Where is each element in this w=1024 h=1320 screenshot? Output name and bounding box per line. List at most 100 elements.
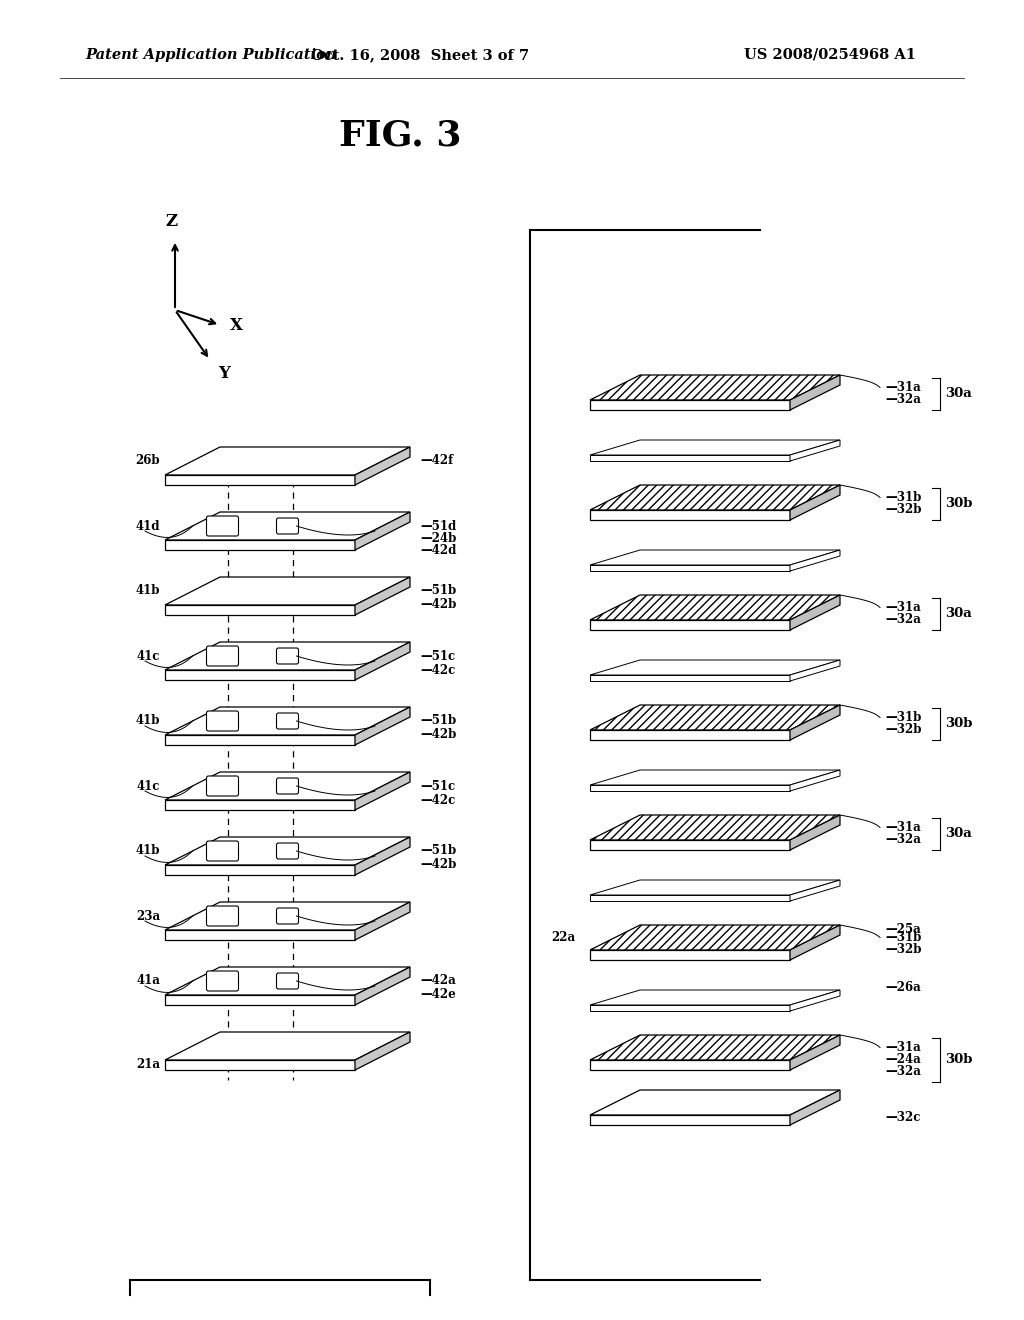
- Text: —31a: —31a: [885, 601, 921, 614]
- Polygon shape: [590, 925, 840, 950]
- Polygon shape: [590, 440, 840, 455]
- Polygon shape: [790, 990, 840, 1011]
- Text: 41c: 41c: [136, 780, 160, 792]
- Polygon shape: [590, 785, 790, 791]
- Polygon shape: [590, 400, 790, 411]
- Polygon shape: [165, 968, 410, 995]
- Polygon shape: [165, 902, 410, 931]
- Polygon shape: [590, 620, 790, 630]
- Text: —32b: —32b: [885, 942, 922, 956]
- Text: —42c: —42c: [420, 793, 456, 807]
- FancyBboxPatch shape: [207, 906, 239, 927]
- Text: —42b: —42b: [420, 858, 457, 871]
- Polygon shape: [165, 642, 410, 671]
- Polygon shape: [790, 1035, 840, 1071]
- Text: —31b: —31b: [885, 491, 922, 504]
- Polygon shape: [165, 1032, 410, 1060]
- FancyBboxPatch shape: [276, 908, 299, 924]
- Polygon shape: [165, 931, 355, 940]
- Text: —42b: —42b: [420, 598, 457, 611]
- Polygon shape: [790, 375, 840, 411]
- Polygon shape: [590, 950, 790, 960]
- Polygon shape: [590, 770, 840, 785]
- Text: Z: Z: [166, 213, 178, 230]
- Text: —32a: —32a: [885, 833, 921, 846]
- Text: 30b: 30b: [945, 498, 973, 510]
- Text: 41b: 41b: [135, 585, 160, 598]
- Polygon shape: [165, 577, 410, 605]
- Text: —32c: —32c: [885, 1111, 921, 1125]
- Polygon shape: [355, 772, 410, 810]
- Text: Oct. 16, 2008  Sheet 3 of 7: Oct. 16, 2008 Sheet 3 of 7: [311, 48, 529, 62]
- Polygon shape: [165, 837, 410, 865]
- Polygon shape: [165, 772, 410, 800]
- Text: —51c: —51c: [420, 780, 455, 792]
- Polygon shape: [165, 1060, 355, 1071]
- Polygon shape: [355, 902, 410, 940]
- Polygon shape: [790, 925, 840, 960]
- Text: —42c: —42c: [420, 664, 456, 676]
- Text: —31a: —31a: [885, 381, 921, 393]
- Text: —26a: —26a: [885, 981, 921, 994]
- Polygon shape: [165, 605, 355, 615]
- Polygon shape: [355, 577, 410, 615]
- Polygon shape: [590, 814, 840, 840]
- Polygon shape: [165, 735, 355, 744]
- Polygon shape: [165, 865, 355, 875]
- Polygon shape: [165, 800, 355, 810]
- Polygon shape: [165, 447, 410, 475]
- FancyBboxPatch shape: [207, 645, 239, 667]
- Polygon shape: [790, 440, 840, 461]
- Text: —24a: —24a: [885, 1053, 921, 1067]
- FancyBboxPatch shape: [207, 776, 239, 796]
- FancyBboxPatch shape: [207, 711, 239, 731]
- Polygon shape: [355, 512, 410, 550]
- Text: 30a: 30a: [945, 828, 972, 840]
- Text: —31a: —31a: [885, 821, 921, 834]
- Polygon shape: [790, 814, 840, 850]
- Text: 41d: 41d: [135, 520, 160, 532]
- Polygon shape: [165, 671, 355, 680]
- Polygon shape: [355, 708, 410, 744]
- Polygon shape: [165, 475, 355, 484]
- Polygon shape: [355, 968, 410, 1005]
- Text: 41c: 41c: [136, 649, 160, 663]
- Text: —32b: —32b: [885, 503, 922, 516]
- Text: —32a: —32a: [885, 393, 921, 407]
- Text: US 2008/0254968 A1: US 2008/0254968 A1: [744, 48, 916, 62]
- Text: 30a: 30a: [945, 607, 972, 620]
- Text: 41a: 41a: [136, 974, 160, 987]
- Polygon shape: [790, 770, 840, 791]
- Text: Patent Application Publication: Patent Application Publication: [85, 48, 337, 62]
- Text: —32a: —32a: [885, 612, 921, 626]
- FancyBboxPatch shape: [207, 516, 239, 536]
- Text: 21a: 21a: [136, 1059, 160, 1072]
- Text: —42f: —42f: [420, 454, 454, 467]
- Polygon shape: [790, 705, 840, 741]
- Polygon shape: [790, 880, 840, 902]
- Text: 22a: 22a: [551, 931, 575, 944]
- Text: 41b: 41b: [135, 845, 160, 858]
- Text: —51d: —51d: [420, 520, 457, 532]
- Text: 23a: 23a: [136, 909, 160, 923]
- Polygon shape: [590, 1005, 790, 1011]
- Polygon shape: [165, 995, 355, 1005]
- Polygon shape: [590, 375, 840, 400]
- Text: 41b: 41b: [135, 714, 160, 727]
- Text: —32a: —32a: [885, 1065, 921, 1078]
- Polygon shape: [790, 595, 840, 630]
- Polygon shape: [590, 1090, 840, 1115]
- Polygon shape: [590, 705, 840, 730]
- Polygon shape: [790, 660, 840, 681]
- Polygon shape: [590, 455, 790, 461]
- FancyBboxPatch shape: [276, 713, 299, 729]
- Polygon shape: [590, 1035, 840, 1060]
- Text: —42b: —42b: [420, 729, 457, 742]
- Polygon shape: [590, 565, 790, 572]
- Polygon shape: [590, 895, 790, 902]
- FancyBboxPatch shape: [276, 843, 299, 859]
- Polygon shape: [355, 1032, 410, 1071]
- FancyBboxPatch shape: [276, 777, 299, 795]
- Polygon shape: [790, 484, 840, 520]
- Text: —42e: —42e: [420, 989, 456, 1002]
